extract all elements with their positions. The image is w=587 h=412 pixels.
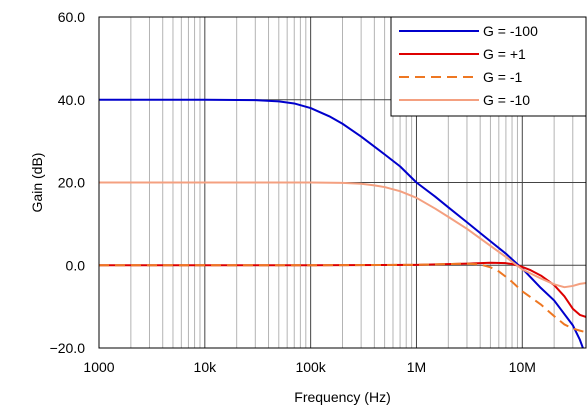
legend-label: G = -10 xyxy=(483,92,530,108)
y-axis-tick-labels: −20.0 0.0 20.0 40.0 60.0 xyxy=(50,9,86,356)
legend-label: G = -1 xyxy=(483,69,523,85)
legend: G = -100 G = +1 G = -1 G = -10 xyxy=(390,16,587,117)
x-axis-title: Frequency (Hz) xyxy=(294,389,390,405)
x-tick-label: 1000 xyxy=(83,359,114,375)
x-tick-label: 10M xyxy=(509,359,536,375)
y-tick-label: −20.0 xyxy=(50,340,86,356)
y-tick-label: 20.0 xyxy=(58,175,85,191)
plot-area-frame xyxy=(98,16,587,349)
series-line xyxy=(99,98,584,348)
x-axis-tick-labels: 1000 10k 100k 1M 10M xyxy=(83,359,535,375)
legend-label: G = -100 xyxy=(483,23,538,39)
legend-items: G = -100 G = +1 G = -1 G = -10 xyxy=(399,23,538,108)
series-line xyxy=(99,262,586,334)
x-tick-label: 1M xyxy=(407,359,426,375)
y-axis-title: Gain (dB) xyxy=(29,153,45,213)
series-line xyxy=(99,261,586,318)
series-lines xyxy=(99,98,586,348)
x-tick-label: 100k xyxy=(295,359,326,375)
x-tick-label: 10k xyxy=(194,359,218,375)
y-tick-label: 40.0 xyxy=(58,92,85,108)
legend-label: G = +1 xyxy=(483,46,526,62)
series-line xyxy=(99,181,586,289)
y-tick-label: 60.0 xyxy=(58,9,85,25)
y-tick-label: 0.0 xyxy=(66,257,86,273)
